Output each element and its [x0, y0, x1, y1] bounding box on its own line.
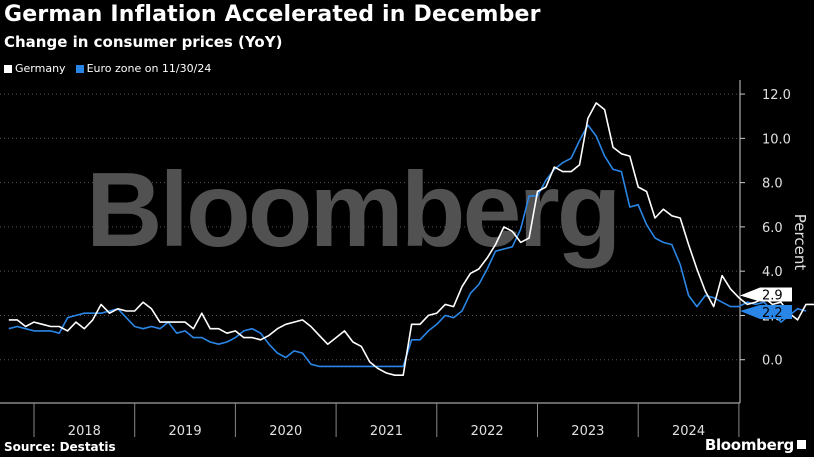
last-value-tag-germany — [740, 287, 792, 302]
x-tick-label: 2018 — [68, 424, 101, 439]
x-tick-label: 2024 — [672, 424, 705, 439]
chart-title: German Inflation Accelerated in December — [4, 2, 541, 27]
y-tick-label: 10.0 — [762, 132, 791, 147]
brand-text: Bloomberg — [704, 436, 794, 454]
series-line-germany — [8, 102, 814, 377]
legend-label-euro-zone: Euro zone on 11/30/24 — [86, 62, 212, 75]
x-tick-label: 2022 — [471, 424, 504, 439]
legend-swatch-germany — [4, 64, 12, 73]
y-tick-label: 4.0 — [762, 265, 783, 280]
y-axis-label: Percent — [791, 214, 809, 271]
chart-subtitle: Change in consumer prices (YoY) — [4, 33, 283, 51]
source-note: Source: Destatis — [4, 440, 116, 454]
y-tick-label: 6.0 — [762, 221, 783, 236]
legend-label-germany: Germany — [15, 62, 66, 75]
legend-swatch-euro-zone — [75, 64, 84, 73]
legend-item-euro-zone: Euro zone on 11/30/24 — [75, 62, 212, 75]
y-tick-label: 0.0 — [762, 354, 783, 369]
bloomberg-mark-icon — [797, 440, 806, 449]
x-tick-label: 2019 — [169, 424, 202, 439]
y-tick-label: 8.0 — [762, 177, 783, 192]
bloomberg-watermark: Bloomberg — [86, 151, 621, 269]
series-line-euro-zone — [8, 124, 807, 368]
legend-item-germany: Germany — [4, 62, 66, 75]
last-value-label: 2.2 — [762, 306, 783, 321]
last-value-tag-euro-zone — [740, 305, 792, 320]
y-tick-label: 12.0 — [762, 88, 791, 103]
bloomberg-logo: Bloomberg — [705, 436, 806, 454]
x-tick-label: 2020 — [269, 424, 302, 439]
last-value-label: 2.9 — [762, 289, 783, 304]
legend: Germany Euro zone on 11/30/24 — [4, 62, 211, 75]
x-tick-label: 2023 — [571, 424, 604, 439]
x-tick-label: 2021 — [370, 424, 403, 439]
